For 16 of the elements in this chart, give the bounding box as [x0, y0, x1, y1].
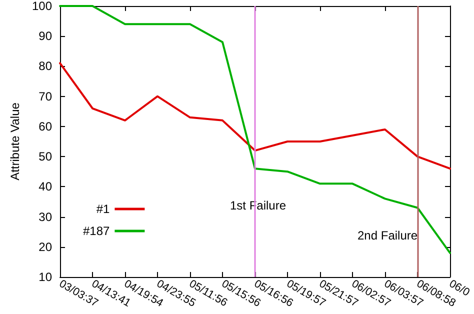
ref-line-label: 2nd Failure — [357, 228, 418, 242]
y-tick-label: 90 — [38, 29, 52, 44]
y-tick-label: 50 — [38, 150, 52, 164]
legend-label: #1 — [96, 202, 110, 216]
y-axis-title: Attribute Value — [8, 102, 22, 180]
y-tick-label: 80 — [38, 59, 52, 74]
y-tick-label: 20 — [38, 240, 52, 254]
y-tick-label: 100 — [32, 0, 52, 13]
y-tick-label: 30 — [38, 210, 52, 224]
y-tick-label: 70 — [38, 89, 52, 104]
ref-line-label: 1st Failure — [230, 198, 286, 213]
y-tick-label: 60 — [38, 119, 52, 134]
y-tick-label: 40 — [38, 180, 52, 194]
legend-label: #187 — [82, 224, 110, 238]
y-tick-label: 10 — [38, 270, 52, 284]
line-series — [59, 62, 451, 170]
